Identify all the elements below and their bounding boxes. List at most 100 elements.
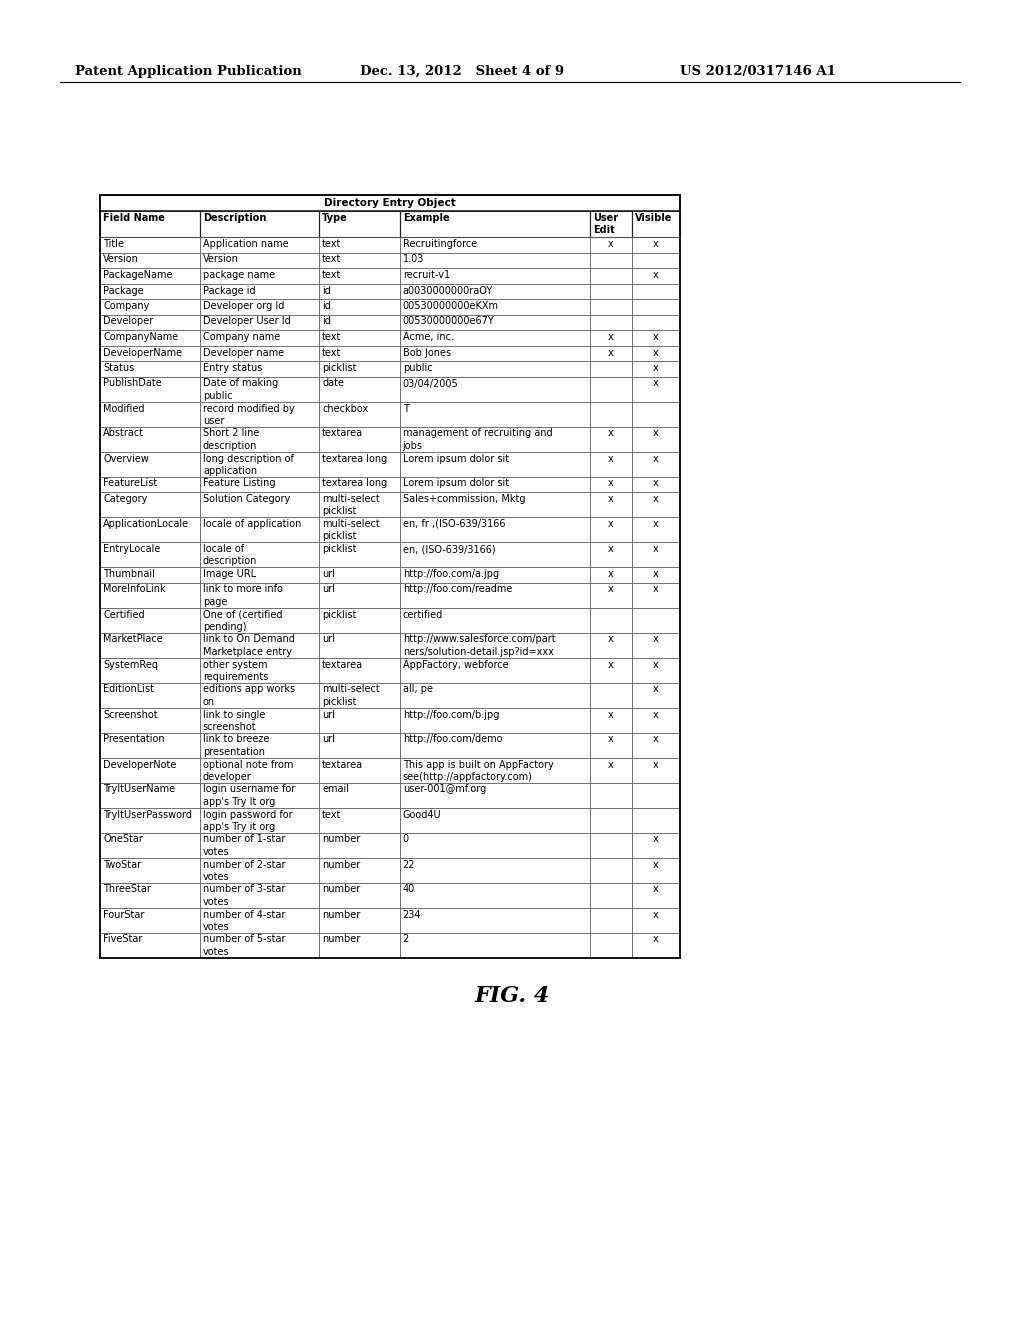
Text: x: x xyxy=(653,347,658,358)
Text: One of (certified
pending): One of (certified pending) xyxy=(203,610,283,632)
Bar xyxy=(200,252,319,268)
Text: x: x xyxy=(653,379,658,388)
Bar xyxy=(100,833,200,858)
Text: x: x xyxy=(608,429,613,438)
Bar xyxy=(200,238,319,252)
Bar xyxy=(319,268,399,284)
Bar xyxy=(590,300,632,314)
Text: Feature Listing: Feature Listing xyxy=(203,479,275,488)
Text: FeatureList: FeatureList xyxy=(103,479,158,488)
Bar xyxy=(200,758,319,783)
Text: Screenshot: Screenshot xyxy=(103,710,158,719)
Bar xyxy=(319,908,399,932)
Text: Description: Description xyxy=(203,213,266,223)
Text: other system
requirements: other system requirements xyxy=(203,660,268,682)
Bar xyxy=(590,426,632,451)
Text: Title: Title xyxy=(103,239,124,249)
Text: Thumbnail: Thumbnail xyxy=(103,569,155,579)
Text: x: x xyxy=(653,363,658,374)
Text: x: x xyxy=(653,834,658,845)
Bar xyxy=(590,517,632,543)
Text: number of 5-star
votes: number of 5-star votes xyxy=(203,935,286,957)
Bar xyxy=(399,211,590,238)
Bar xyxy=(319,492,399,517)
Bar xyxy=(200,908,319,932)
Bar xyxy=(399,376,590,401)
Bar xyxy=(100,708,200,733)
Bar xyxy=(399,582,590,607)
Bar xyxy=(100,426,200,451)
Bar xyxy=(100,477,200,492)
Bar xyxy=(100,632,200,657)
Bar xyxy=(200,607,319,632)
Text: text: text xyxy=(323,255,341,264)
Bar xyxy=(100,517,200,543)
Text: x: x xyxy=(608,585,613,594)
Bar xyxy=(100,451,200,477)
Bar xyxy=(632,238,680,252)
Text: TryItUserPassword: TryItUserPassword xyxy=(103,809,193,820)
Text: number: number xyxy=(323,935,360,945)
Text: x: x xyxy=(653,660,658,669)
Bar xyxy=(632,477,680,492)
Text: text: text xyxy=(323,271,341,280)
Text: Developer org Id: Developer org Id xyxy=(203,301,285,312)
Bar xyxy=(399,632,590,657)
Text: 234: 234 xyxy=(402,909,421,920)
Bar xyxy=(200,883,319,908)
Text: 0: 0 xyxy=(402,834,409,845)
Bar xyxy=(399,883,590,908)
Bar xyxy=(399,401,590,426)
Bar xyxy=(632,517,680,543)
Bar xyxy=(399,733,590,758)
Text: FIG. 4: FIG. 4 xyxy=(474,986,550,1007)
Bar xyxy=(632,314,680,330)
Bar xyxy=(590,330,632,346)
Bar xyxy=(100,195,680,211)
Bar xyxy=(200,858,319,883)
Text: package name: package name xyxy=(203,271,275,280)
Bar xyxy=(200,268,319,284)
Text: all, pe: all, pe xyxy=(402,685,433,694)
Text: Type: Type xyxy=(323,213,348,223)
Text: picklist: picklist xyxy=(323,544,356,554)
Bar xyxy=(632,284,680,300)
Bar xyxy=(399,908,590,932)
Text: text: text xyxy=(323,347,341,358)
Text: login password for
app's Try it org: login password for app's Try it org xyxy=(203,809,293,832)
Bar xyxy=(100,300,200,314)
Text: link to single
screenshot: link to single screenshot xyxy=(203,710,265,731)
Text: x: x xyxy=(653,884,658,895)
Text: 22: 22 xyxy=(402,859,415,870)
Bar xyxy=(399,607,590,632)
Bar xyxy=(399,314,590,330)
Bar xyxy=(319,582,399,607)
Text: textarea long: textarea long xyxy=(323,454,387,463)
Text: x: x xyxy=(608,710,613,719)
Bar xyxy=(100,783,200,808)
Bar xyxy=(319,682,399,708)
Bar xyxy=(590,708,632,733)
Bar xyxy=(200,517,319,543)
Bar xyxy=(590,268,632,284)
Bar xyxy=(590,346,632,360)
Text: multi-select
picklist: multi-select picklist xyxy=(323,494,380,516)
Bar xyxy=(590,582,632,607)
Text: Overview: Overview xyxy=(103,454,148,463)
Text: x: x xyxy=(653,454,658,463)
Text: T: T xyxy=(402,404,409,413)
Bar xyxy=(590,477,632,492)
Bar xyxy=(399,543,590,568)
Bar xyxy=(100,346,200,360)
Bar xyxy=(399,492,590,517)
Text: multi-select
picklist: multi-select picklist xyxy=(323,685,380,708)
Bar xyxy=(100,314,200,330)
Bar xyxy=(319,300,399,314)
Text: http://foo.com/readme: http://foo.com/readme xyxy=(402,585,512,594)
Bar xyxy=(100,607,200,632)
Bar xyxy=(632,908,680,932)
Bar xyxy=(319,568,399,582)
Bar xyxy=(399,783,590,808)
Bar xyxy=(200,330,319,346)
Text: textarea: textarea xyxy=(323,429,364,438)
